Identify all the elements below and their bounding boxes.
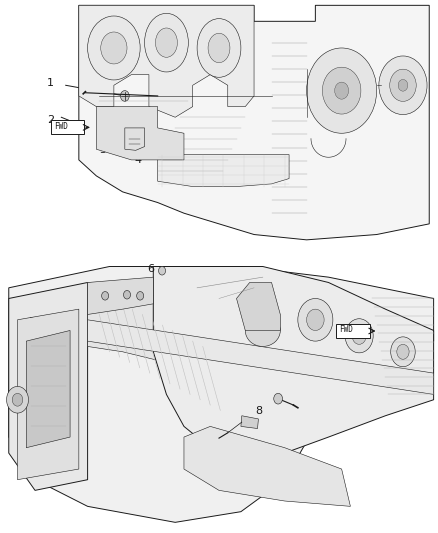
Circle shape [120, 91, 129, 101]
Circle shape [335, 82, 349, 99]
Text: 8: 8 [255, 407, 262, 416]
Polygon shape [158, 155, 289, 187]
Ellipse shape [101, 32, 127, 64]
Ellipse shape [208, 33, 230, 63]
Polygon shape [9, 282, 88, 490]
Polygon shape [88, 277, 153, 314]
Text: 7: 7 [211, 433, 218, 443]
Circle shape [159, 266, 166, 275]
Polygon shape [241, 416, 258, 429]
Circle shape [379, 56, 427, 115]
Circle shape [12, 393, 23, 406]
Ellipse shape [88, 16, 140, 80]
FancyBboxPatch shape [336, 324, 370, 338]
Circle shape [7, 386, 28, 413]
Polygon shape [153, 266, 434, 458]
Circle shape [274, 393, 283, 404]
Circle shape [307, 309, 324, 330]
Text: 4: 4 [134, 155, 141, 165]
Polygon shape [68, 120, 85, 129]
Circle shape [345, 319, 373, 353]
Circle shape [307, 48, 377, 133]
Text: FWD: FWD [339, 325, 353, 334]
Polygon shape [79, 5, 254, 117]
Circle shape [352, 327, 366, 344]
Polygon shape [26, 330, 70, 448]
Ellipse shape [245, 314, 280, 346]
Polygon shape [88, 320, 434, 394]
Polygon shape [237, 282, 280, 330]
Polygon shape [79, 5, 429, 240]
Circle shape [397, 344, 409, 359]
Polygon shape [184, 426, 350, 506]
Circle shape [390, 69, 416, 101]
Ellipse shape [197, 19, 241, 77]
Circle shape [137, 292, 144, 300]
Text: FWD: FWD [54, 122, 68, 131]
Polygon shape [125, 128, 145, 150]
FancyBboxPatch shape [51, 120, 84, 134]
Text: 6: 6 [148, 264, 155, 274]
Circle shape [102, 292, 109, 300]
Text: 1: 1 [47, 78, 54, 87]
Circle shape [322, 67, 361, 114]
Polygon shape [18, 309, 79, 480]
Text: 2: 2 [47, 115, 54, 125]
Polygon shape [9, 266, 434, 522]
Circle shape [124, 290, 131, 299]
Circle shape [298, 298, 333, 341]
Text: 3: 3 [99, 146, 106, 155]
Polygon shape [88, 282, 210, 368]
Circle shape [391, 337, 415, 367]
Ellipse shape [155, 28, 177, 58]
Polygon shape [96, 107, 184, 160]
Ellipse shape [145, 13, 188, 72]
Text: 5: 5 [28, 318, 35, 327]
Circle shape [398, 79, 408, 91]
